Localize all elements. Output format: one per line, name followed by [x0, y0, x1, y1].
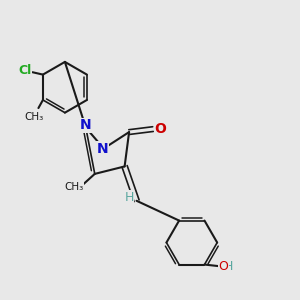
- Text: N: N: [80, 118, 92, 132]
- Text: O: O: [154, 122, 166, 136]
- Text: CH₃: CH₃: [24, 112, 44, 122]
- Text: H: H: [124, 191, 134, 204]
- Text: CH₃: CH₃: [65, 182, 84, 192]
- Text: N: N: [96, 142, 108, 155]
- Text: Cl: Cl: [18, 64, 32, 77]
- Text: H: H: [223, 260, 233, 273]
- Text: O: O: [218, 260, 228, 273]
